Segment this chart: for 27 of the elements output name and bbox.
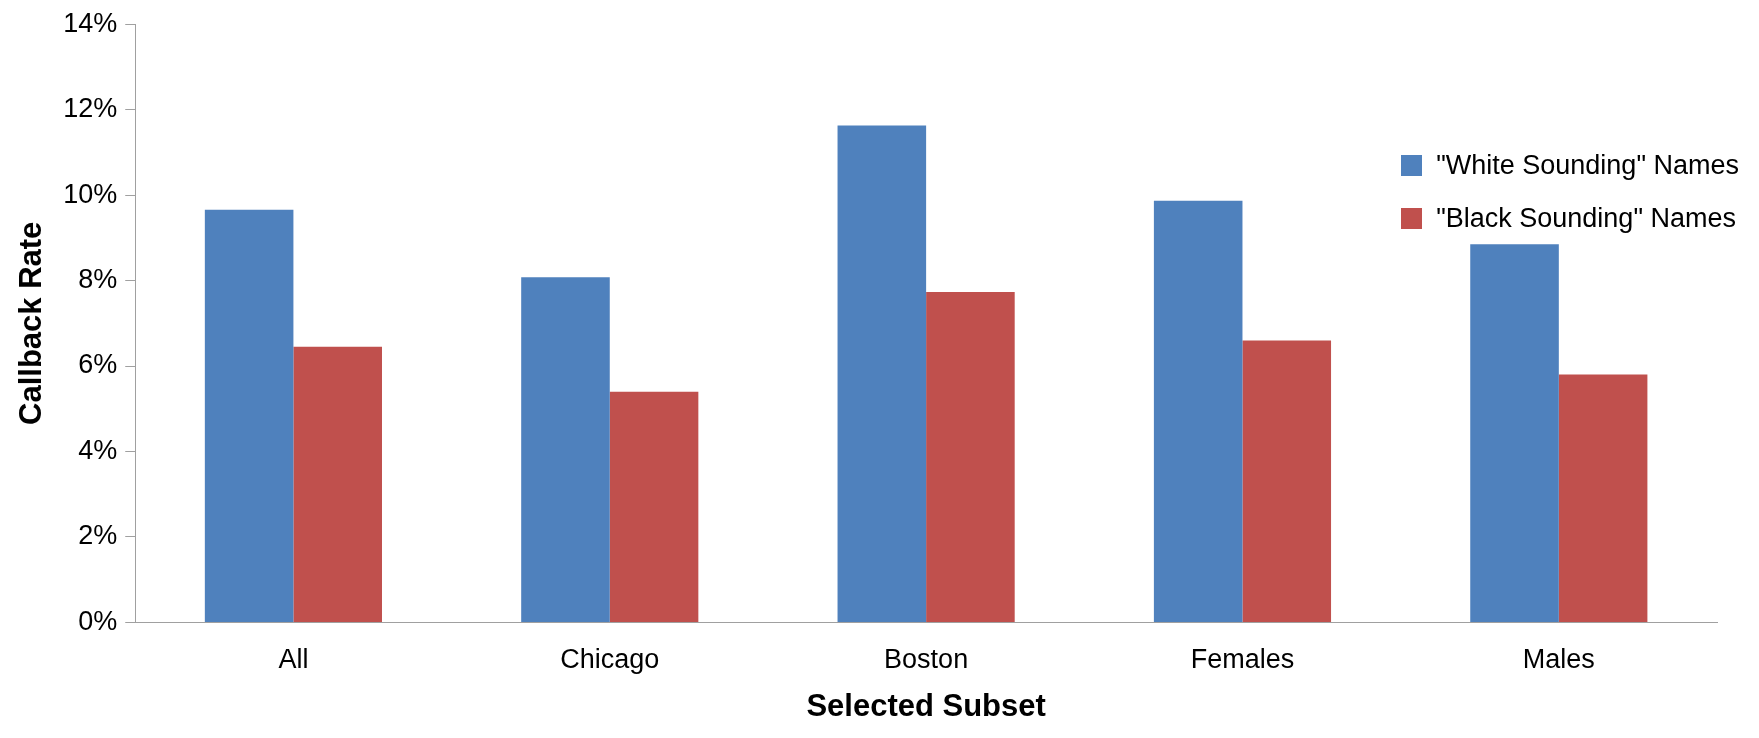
y-tick-label: 12% xyxy=(63,93,118,124)
y-tick-label: 14% xyxy=(63,7,118,38)
y-tick-label: 6% xyxy=(78,349,118,380)
x-tick-label: Chicago xyxy=(560,644,660,675)
bar xyxy=(926,292,1015,622)
y-tick-label: 0% xyxy=(78,605,118,636)
bar xyxy=(204,209,294,622)
bar xyxy=(1470,244,1559,622)
bar xyxy=(609,391,699,622)
bar xyxy=(1558,374,1648,622)
y-tick-label: 10% xyxy=(63,178,118,209)
bar xyxy=(837,125,927,622)
y-tick-label: 4% xyxy=(78,434,118,465)
x-tick-label: Boston xyxy=(884,644,969,675)
bar xyxy=(1153,200,1243,622)
y-axis-title: Callback Rate xyxy=(13,221,49,425)
bar xyxy=(293,346,382,622)
bar xyxy=(521,277,610,622)
y-tick-label: 8% xyxy=(78,264,118,295)
y-tick-label: 2% xyxy=(78,520,118,551)
x-tick-label: Females xyxy=(1190,644,1295,675)
bar xyxy=(1242,340,1332,622)
x-tick-label: All xyxy=(278,644,309,675)
legend-label: "Black Sounding" Names xyxy=(1436,203,1736,234)
x-axis-title: Selected Subset xyxy=(806,687,1046,723)
legend-label: "White Sounding" Names xyxy=(1436,150,1739,181)
x-tick-label: Males xyxy=(1522,644,1595,675)
